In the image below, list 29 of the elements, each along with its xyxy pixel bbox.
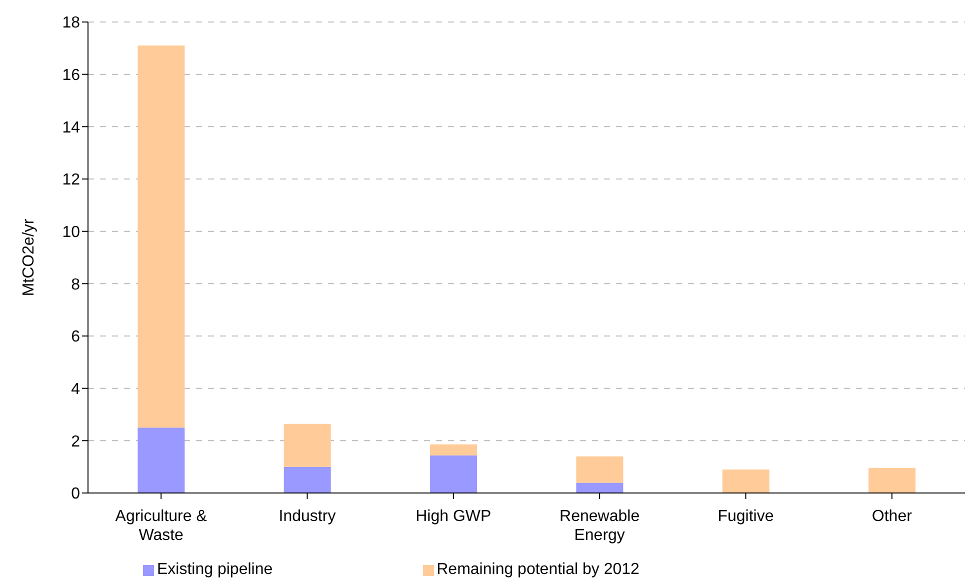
y-tick-label: 12 xyxy=(62,172,80,189)
y-tick-label: 6 xyxy=(71,328,80,346)
legend-label: Remaining potential by 2012 xyxy=(436,561,640,579)
y-tick-label: 18 xyxy=(62,14,80,32)
bar xyxy=(868,468,916,493)
y-tick-label: 0 xyxy=(71,486,80,503)
x-tick-label: High GWP xyxy=(416,508,492,525)
y-tick-label: 10 xyxy=(62,224,80,242)
x-tick-label: Industry xyxy=(278,508,336,525)
x-tick-label: Fugitive xyxy=(718,508,774,525)
y-tick-label: 14 xyxy=(62,119,80,136)
bar xyxy=(576,482,624,493)
bar xyxy=(138,428,185,493)
y-tick-label: 4 xyxy=(71,381,80,398)
bar xyxy=(430,455,478,493)
x-tick-label: Agriculture & Waste xyxy=(115,508,208,544)
y-tick-label: 2 xyxy=(71,433,80,450)
bar xyxy=(138,46,185,428)
x-tick-label: Renewable Energy xyxy=(560,508,640,544)
bar xyxy=(284,424,331,467)
y-tick-label: 16 xyxy=(62,67,80,84)
legend-label: Existing pipeline xyxy=(156,561,273,579)
bar xyxy=(722,469,770,493)
y-axis-title: MtCO2e/yr xyxy=(20,218,38,296)
bar xyxy=(284,466,331,493)
bar xyxy=(576,456,624,483)
bar xyxy=(430,444,478,456)
y-tick-label: 8 xyxy=(71,276,80,294)
x-tick-label: Other xyxy=(872,508,913,525)
